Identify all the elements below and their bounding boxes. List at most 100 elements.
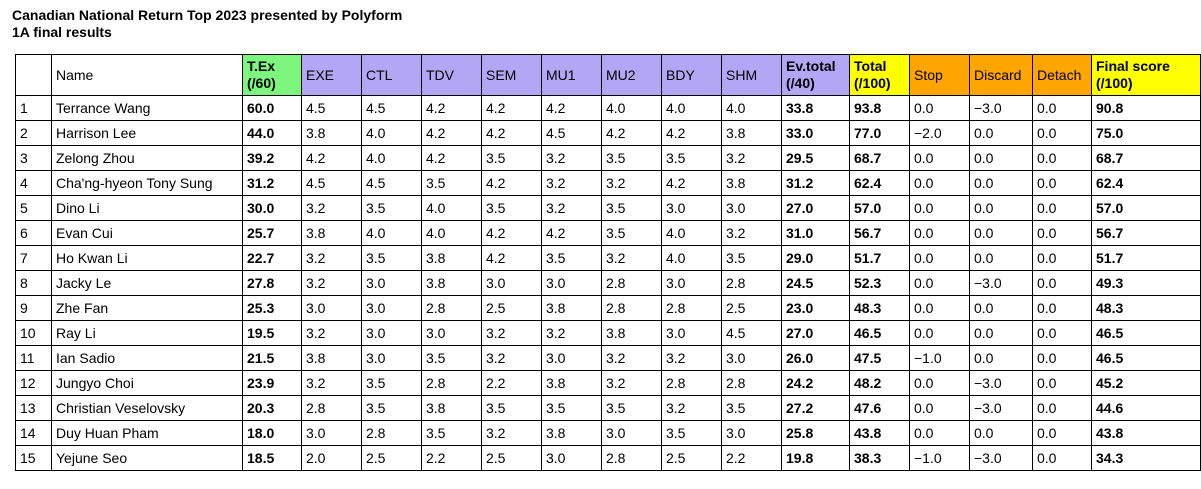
- exe-cell: 3.0: [301, 420, 362, 446]
- header-final-max: (/100): [1096, 75, 1133, 91]
- tdv-cell: 4.2: [421, 120, 482, 146]
- table-row: 14 Duy Huan Pham 18.0 3.0 2.8 3.5 3.2 3.8 3.0 3.5…: [15, 420, 1201, 446]
- tex-cell: 25.7: [242, 220, 302, 246]
- table-row: 9 Zhe Fan 25.3 3.0 3.0 2.8 2.5 3.8 2.8 2.8 2.5 23.0…: [15, 295, 1201, 321]
- bdy-cell: 3.2: [661, 395, 722, 421]
- header-detach: Detach: [1032, 54, 1092, 96]
- mu2-cell: 2.8: [601, 270, 662, 296]
- tdv-cell: 4.2: [421, 95, 482, 121]
- exe-cell: 3.8: [301, 220, 362, 246]
- ev-total-cell: 31.2: [781, 170, 850, 196]
- page-title: Canadian National Return Top 2023 presen…: [12, 7, 403, 23]
- total-cell: 46.5: [849, 320, 910, 346]
- ev-total-cell: 33.0: [781, 120, 850, 146]
- detach-cell: 0.0: [1032, 420, 1092, 446]
- final-score-cell: 48.3: [1091, 295, 1201, 321]
- mu1-cell: 4.5: [541, 120, 602, 146]
- exe-cell: 3.0: [301, 295, 362, 321]
- tex-cell: 18.0: [242, 420, 302, 446]
- discard-cell: −3.0: [969, 395, 1033, 421]
- ev-total-cell: 24.2: [781, 370, 850, 396]
- final-score-cell: 46.5: [1091, 320, 1201, 346]
- ev-total-cell: 27.0: [781, 195, 850, 221]
- header-ev-label: Ev.total: [786, 58, 836, 74]
- ctl-cell: 3.5: [361, 395, 422, 421]
- discard-cell: 0.0: [969, 170, 1033, 196]
- bdy-cell: 4.0: [661, 95, 722, 121]
- name-cell: Ho Kwan Li: [51, 245, 243, 271]
- discard-cell: 0.0: [969, 145, 1033, 171]
- final-score-cell: 51.7: [1091, 245, 1201, 271]
- stop-cell: 0.0: [909, 95, 970, 121]
- tex-cell: 18.5: [242, 445, 302, 471]
- header-tex: T.Ex (/60): [242, 54, 302, 96]
- rank-cell: 11: [15, 345, 52, 371]
- mu1-cell: 3.5: [541, 245, 602, 271]
- rank-cell: 4: [15, 170, 52, 196]
- rank-cell: 14: [15, 420, 52, 446]
- results-table-body: 1 Terrance Wang 60.0 4.5 4.5 4.2 4.2 4.2 4.0 4.0 4…: [15, 95, 1201, 471]
- exe-cell: 4.5: [301, 95, 362, 121]
- ctl-cell: 3.0: [361, 345, 422, 371]
- final-score-cell: 68.7: [1091, 145, 1201, 171]
- ev-total-cell: 23.0: [781, 295, 850, 321]
- bdy-cell: 2.5: [661, 445, 722, 471]
- stop-cell: 0.0: [909, 245, 970, 271]
- rank-cell: 3: [15, 145, 52, 171]
- name-cell: Duy Huan Pham: [51, 420, 243, 446]
- final-score-cell: 43.8: [1091, 420, 1201, 446]
- detach-cell: 0.0: [1032, 395, 1092, 421]
- discard-cell: 0.0: [969, 320, 1033, 346]
- exe-cell: 3.8: [301, 345, 362, 371]
- detach-cell: 0.0: [1032, 320, 1092, 346]
- sem-cell: 3.0: [481, 270, 542, 296]
- page-subtitle: 1A final results: [12, 24, 112, 40]
- tdv-cell: 2.8: [421, 295, 482, 321]
- ev-total-cell: 33.8: [781, 95, 850, 121]
- bdy-cell: 3.2: [661, 345, 722, 371]
- name-cell: Harrison Lee: [51, 120, 243, 146]
- tdv-cell: 3.8: [421, 245, 482, 271]
- mu1-cell: 3.0: [541, 345, 602, 371]
- ctl-cell: 3.5: [361, 195, 422, 221]
- final-score-cell: 56.7: [1091, 220, 1201, 246]
- ctl-cell: 2.8: [361, 420, 422, 446]
- tex-cell: 44.0: [242, 120, 302, 146]
- stop-cell: 0.0: [909, 420, 970, 446]
- rank-cell: 5: [15, 195, 52, 221]
- tdv-cell: 4.0: [421, 220, 482, 246]
- header-sem: SEM: [481, 54, 542, 96]
- ev-total-cell: 29.0: [781, 245, 850, 271]
- header-row: Name T.Ex (/60) EXE CTL TDV SEM MU1 MU2 B…: [15, 54, 1201, 96]
- mu2-cell: 3.5: [601, 195, 662, 221]
- sem-cell: 4.2: [481, 95, 542, 121]
- total-cell: 52.3: [849, 270, 910, 296]
- name-cell: Dino Li: [51, 195, 243, 221]
- discard-cell: 0.0: [969, 220, 1033, 246]
- detach-cell: 0.0: [1032, 370, 1092, 396]
- name-cell: Zhe Fan: [51, 295, 243, 321]
- ev-total-cell: 19.8: [781, 445, 850, 471]
- shm-cell: 3.0: [721, 420, 782, 446]
- mu1-cell: 3.0: [541, 270, 602, 296]
- discard-cell: 0.0: [969, 345, 1033, 371]
- bdy-cell: 3.5: [661, 145, 722, 171]
- tex-cell: 27.8: [242, 270, 302, 296]
- ctl-cell: 4.5: [361, 170, 422, 196]
- table-row: 5 Dino Li 30.0 3.2 3.5 4.0 3.5 3.2 3.5 3.0 3.0 27.0…: [15, 195, 1201, 221]
- sem-cell: 2.2: [481, 370, 542, 396]
- detach-cell: 0.0: [1032, 195, 1092, 221]
- tex-cell: 60.0: [242, 95, 302, 121]
- tdv-cell: 3.0: [421, 320, 482, 346]
- shm-cell: 2.8: [721, 270, 782, 296]
- header-mu2: MU2: [601, 54, 662, 96]
- discard-cell: −3.0: [969, 95, 1033, 121]
- bdy-cell: 4.0: [661, 245, 722, 271]
- discard-cell: 0.0: [969, 120, 1033, 146]
- sem-cell: 2.5: [481, 295, 542, 321]
- stop-cell: 0.0: [909, 270, 970, 296]
- header-total: Total (/100): [849, 54, 910, 96]
- results-table-header: Name T.Ex (/60) EXE CTL TDV SEM MU1 MU2 B…: [15, 54, 1201, 96]
- tdv-cell: 3.5: [421, 170, 482, 196]
- name-cell: Ian Sadio: [51, 345, 243, 371]
